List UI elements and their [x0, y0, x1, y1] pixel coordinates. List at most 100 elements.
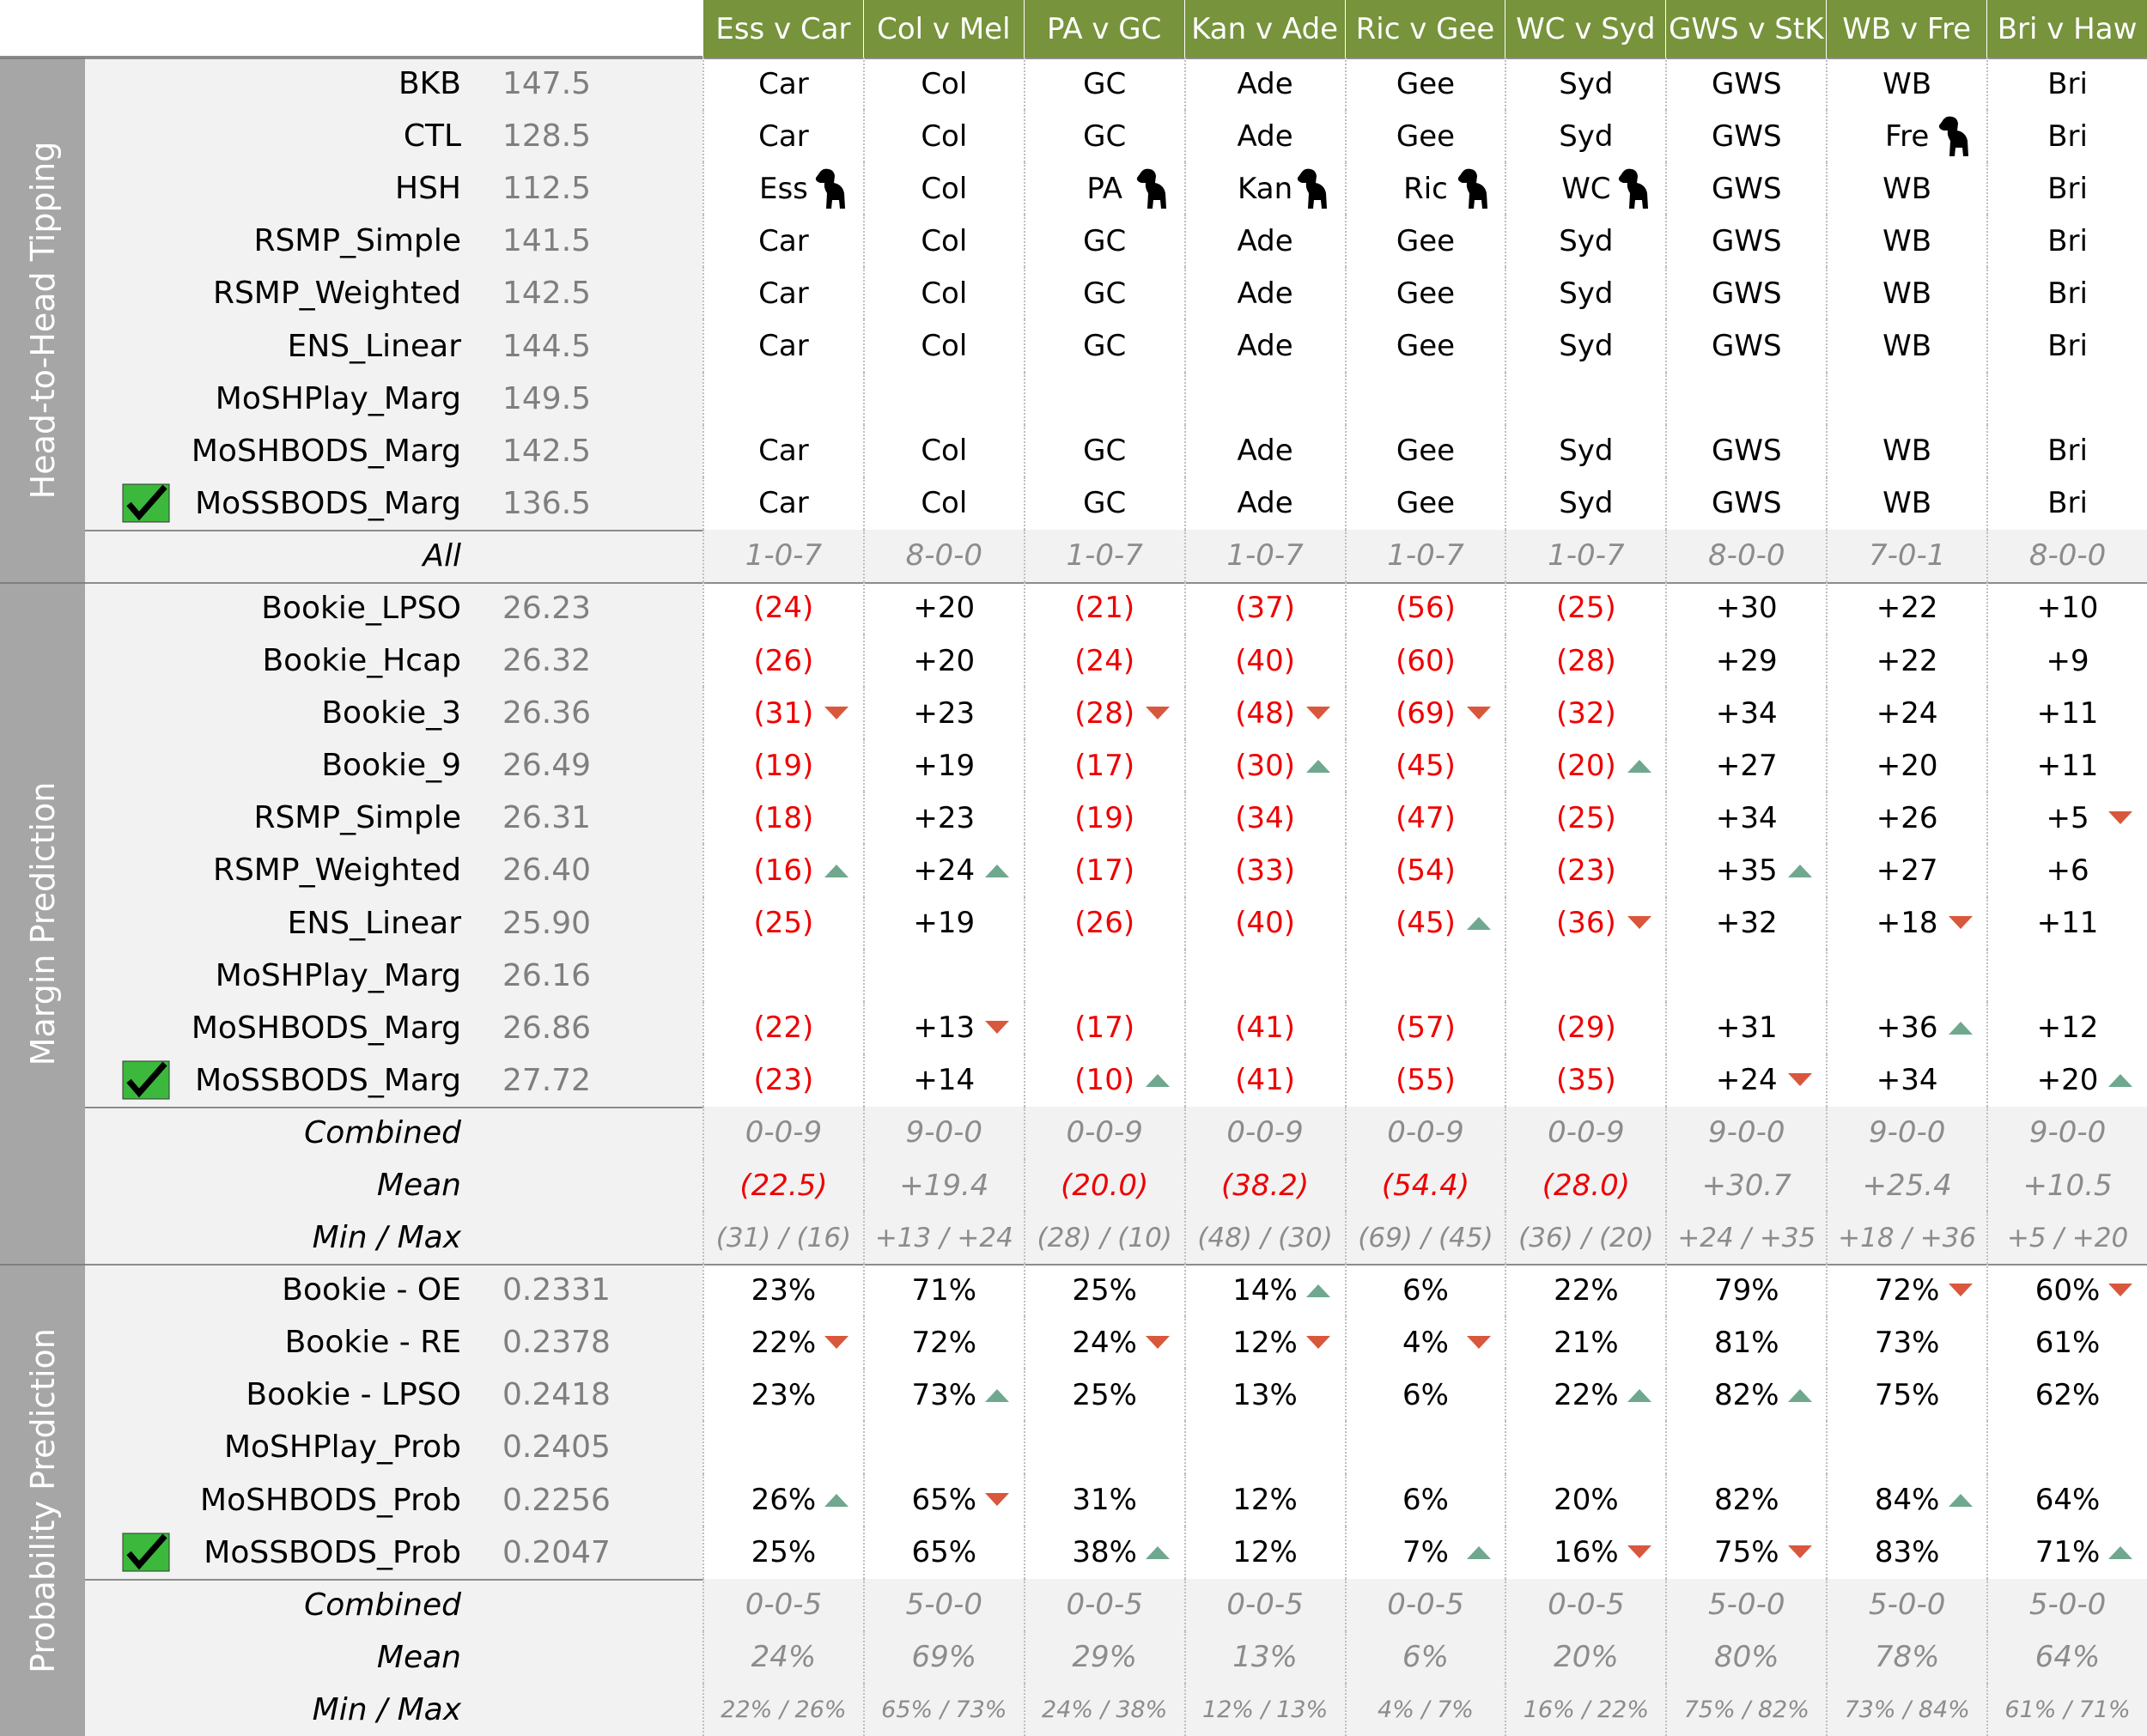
cell: 25%: [1023, 1369, 1184, 1422]
cell: 12%: [1183, 1526, 1345, 1579]
cell: [1986, 1421, 2147, 1474]
cell-text: (25): [1555, 591, 1616, 626]
cell: +23: [862, 687, 1024, 740]
cell-text: Bri: [2047, 329, 2088, 364]
cell-text: GC: [1083, 486, 1127, 521]
cell: (35): [1505, 1053, 1665, 1107]
section-title: Probability Prediction: [23, 1328, 62, 1673]
cell: (26): [1023, 896, 1184, 950]
cell-text: +35: [1715, 853, 1778, 888]
column-header: GWS v StK: [1665, 0, 1827, 58]
summary-label: Combined: [304, 1114, 461, 1150]
cell: +36: [1826, 1001, 1986, 1054]
up-icon: [2108, 1546, 2133, 1560]
model-name: Bookie - LPSO: [246, 1377, 461, 1413]
cell: [702, 372, 863, 425]
cell-text: +24: [1715, 1063, 1778, 1098]
cell-text: Col: [921, 276, 968, 311]
down-icon: [985, 1493, 1010, 1507]
cell: +35: [1665, 844, 1826, 897]
cell: +34: [1665, 687, 1826, 740]
summary-cell: 9-0-0: [1826, 1106, 1987, 1159]
cell: +20: [862, 581, 1024, 635]
cell-text: (23): [1555, 853, 1616, 888]
cell: (33): [1183, 844, 1345, 897]
summary-cell: 12% / 13%: [1183, 1683, 1345, 1736]
cell-text: +24: [1876, 695, 1938, 731]
check-icon: [122, 1533, 170, 1572]
cell: Car: [702, 476, 863, 530]
summary-label: Combined: [304, 1587, 461, 1623]
cell-text: 62%: [2034, 1377, 2101, 1412]
summary-label: Mean: [376, 1168, 461, 1204]
cell: (45): [1344, 739, 1505, 792]
cell: 26%: [702, 1473, 863, 1527]
cell-text: GC: [1083, 223, 1127, 258]
cell: Ade: [1183, 267, 1345, 320]
cell-text: 75%: [1874, 1377, 1940, 1412]
cell-text: WB: [1882, 434, 1932, 469]
cell-text: GWS: [1711, 486, 1782, 521]
cell: (55): [1344, 1053, 1505, 1107]
cell-text: +11: [2036, 695, 2099, 731]
cell-text: Car: [758, 276, 809, 311]
cell-text: (23): [753, 1063, 814, 1098]
summary-cell: 29%: [1023, 1630, 1184, 1684]
summary-cell: (22.5): [702, 1158, 863, 1212]
cell: (16): [702, 844, 863, 897]
cell: Fre: [1826, 110, 1986, 163]
cell: 64%: [1986, 1473, 2147, 1527]
cell-text: 82%: [1713, 1483, 1779, 1518]
cell: GWS: [1665, 162, 1826, 215]
model-score: 136.5: [502, 485, 592, 521]
model-score: 26.31: [502, 800, 592, 836]
cell-text: 23%: [751, 1377, 817, 1412]
cell: (41): [1183, 1053, 1345, 1107]
cell: GWS: [1665, 476, 1826, 530]
cell-text: Bri: [2047, 118, 2088, 154]
cell-text: (40): [1235, 906, 1295, 941]
cell-text: 72%: [1874, 1272, 1940, 1308]
up-icon: [1787, 1388, 1812, 1402]
cell-text: 6%: [1402, 1272, 1449, 1308]
cell-text: 81%: [1713, 1325, 1779, 1360]
cell-text: 6%: [1402, 1483, 1449, 1518]
cell-text: +34: [1876, 1063, 1938, 1098]
summary-cell: 5-0-0: [862, 1578, 1024, 1631]
summary-cell: 1-0-7: [1505, 529, 1666, 582]
cell: Bri: [1986, 476, 2147, 530]
cell-text: +19: [913, 748, 976, 783]
summary-cell: (28) / (10): [1023, 1211, 1184, 1265]
cell-text: (24): [1074, 643, 1135, 678]
cell: (48): [1183, 687, 1345, 740]
cell: (25): [1505, 581, 1665, 635]
cell-text: +20: [913, 643, 976, 678]
cell-text: 82%: [1713, 1377, 1779, 1412]
model-score: 26.23: [502, 590, 592, 626]
cell-text: GC: [1083, 329, 1127, 364]
selected-marker: [120, 1054, 172, 1107]
down-icon: [824, 706, 849, 719]
cell-text: 84%: [1874, 1483, 1940, 1518]
cell: Ade: [1183, 319, 1345, 373]
model-name: MoSSBODS_Prob: [204, 1534, 461, 1570]
cell: Syd: [1505, 215, 1665, 268]
summary-cell: 0-0-9: [1344, 1106, 1505, 1159]
cell-text: Bri: [2047, 223, 2088, 258]
cell-text: 65%: [911, 1483, 977, 1518]
cell: 12%: [1183, 1316, 1345, 1369]
summary-cell: +10.5: [1986, 1158, 2147, 1212]
down-icon: [1627, 1545, 1651, 1559]
cell-text: Gee: [1396, 486, 1456, 521]
summary-cell: 9-0-0: [862, 1106, 1024, 1159]
cell: (20): [1505, 739, 1665, 792]
cell: [862, 949, 1024, 1002]
cell: (28): [1023, 687, 1184, 740]
summary-cell: 5-0-0: [1986, 1578, 2147, 1631]
up-icon: [1146, 1546, 1171, 1560]
cell: [1505, 372, 1665, 425]
model-name: Bookie - RE: [284, 1325, 461, 1361]
section-label: Head-to-Head Tipping: [0, 58, 85, 582]
cell-text: 24%: [1072, 1325, 1137, 1360]
cell: Col: [862, 215, 1024, 268]
